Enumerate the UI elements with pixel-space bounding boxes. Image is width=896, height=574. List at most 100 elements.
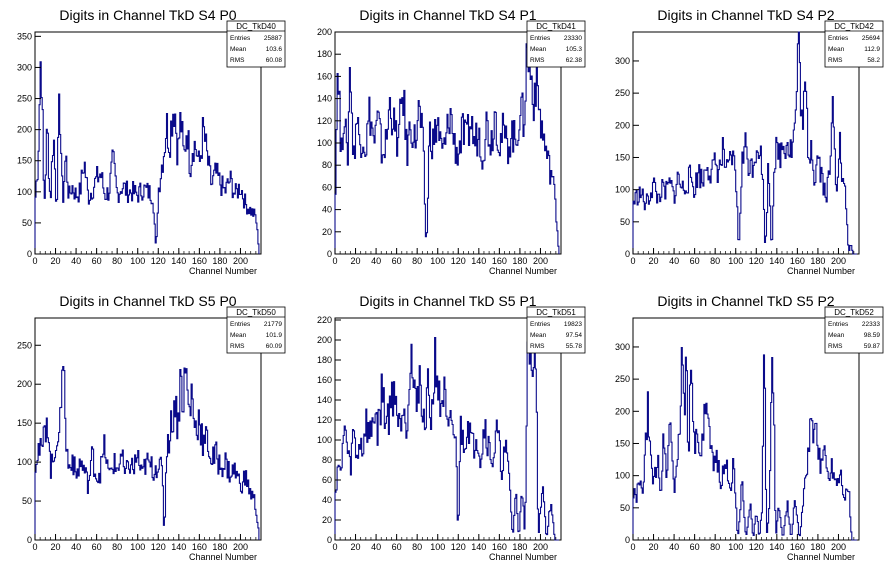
x-tick-label: 140 [471, 256, 486, 266]
y-tick-label: 60 [322, 182, 332, 192]
y-tick-label: 80 [322, 160, 332, 170]
x-axis-label: Channel Number [489, 552, 557, 562]
y-tick-label: 150 [615, 438, 630, 448]
x-tick-label: 120 [749, 256, 764, 266]
x-tick-label: 80 [412, 542, 422, 552]
x-tick-label: 40 [371, 542, 381, 552]
y-tick-label: 0 [625, 249, 630, 259]
chart-title: Digits in Channel TkD S4 P2 [657, 7, 834, 23]
stats-value: 97.54 [566, 332, 583, 339]
y-tick-label: 100 [317, 435, 332, 445]
y-tick-label: 140 [317, 395, 332, 405]
stats-value: 22333 [862, 321, 880, 328]
y-tick-label: 160 [317, 375, 332, 385]
stats-name: DC_TkD51 [536, 308, 576, 317]
histogram-line [632, 31, 857, 255]
y-tick-label: 180 [317, 49, 332, 59]
y-tick-label: 250 [615, 88, 630, 98]
histogram-panel-1: Digits in Channel TkD S4 P1 0 20 40 60 80 100 1… [317, 7, 586, 276]
stats-value: 25694 [862, 35, 880, 42]
y-tick-label: 300 [615, 56, 630, 66]
x-tick-label: 20 [351, 256, 361, 266]
y-tick-label: 150 [17, 418, 32, 428]
x-tick-label: 0 [32, 256, 37, 266]
y-tick-label: 140 [317, 94, 332, 104]
stats-value: 98.59 [864, 332, 881, 339]
x-tick-label: 100 [728, 256, 743, 266]
x-tick-label: 120 [451, 542, 466, 552]
x-tick-label: 60 [392, 542, 402, 552]
y-tick-label: 40 [322, 495, 332, 505]
stats-name: DC_TkD40 [236, 22, 276, 31]
stats-name: DC_TkD41 [536, 22, 576, 31]
x-tick-label: 140 [171, 542, 186, 552]
stats-value: 112.9 [864, 46, 880, 53]
stats-value: 103.6 [266, 46, 283, 53]
y-tick-label: 250 [17, 94, 32, 104]
stats-label: RMS [230, 343, 245, 350]
y-tick-label: 200 [615, 120, 630, 130]
chart-title: Digits in Channel TkD S4 P0 [59, 7, 236, 23]
x-tick-label: 120 [151, 256, 166, 266]
stats-label: Mean [230, 46, 247, 53]
y-tick-label: 80 [322, 455, 332, 465]
y-tick-label: 150 [615, 152, 630, 162]
y-tick-label: 200 [317, 27, 332, 37]
x-tick-label: 80 [710, 542, 720, 552]
chart-title: Digits in Channel TkD S5 P0 [59, 293, 236, 309]
x-tick-label: 20 [51, 256, 61, 266]
stats-label: Mean [230, 332, 247, 339]
x-tick-label: 160 [790, 256, 805, 266]
y-tick-label: 100 [615, 471, 630, 481]
x-tick-label: 0 [630, 542, 635, 552]
stats-box [824, 306, 884, 354]
x-tick-label: 200 [831, 256, 846, 266]
stats-label: Entries [828, 35, 849, 42]
y-tick-label: 0 [27, 249, 32, 259]
histogram-panel-2: Digits in Channel TkD S4 P2 0 20 40 60 80 100 1… [615, 7, 884, 276]
stats-label: Entries [530, 321, 551, 328]
stats-value: 62.38 [566, 57, 583, 64]
stats-box [824, 20, 884, 68]
y-tick-label: 0 [625, 535, 630, 545]
stats-value: 105.3 [566, 46, 583, 53]
y-tick-label: 50 [620, 503, 630, 513]
y-tick-label: 200 [17, 125, 32, 135]
stats-value: 55.78 [566, 343, 583, 350]
stats-label: Entries [230, 35, 251, 42]
x-tick-label: 40 [71, 256, 81, 266]
stats-value: 101.9 [266, 332, 283, 339]
x-tick-label: 100 [430, 542, 445, 552]
y-tick-label: 100 [317, 138, 332, 148]
x-tick-label: 160 [492, 256, 507, 266]
y-tick-label: 0 [327, 535, 332, 545]
chart-title: Digits in Channel TkD S5 P1 [359, 293, 536, 309]
histogram-panel-5: Digits in Channel TkD S5 P2 0 20 40 60 80 100 1… [615, 293, 884, 562]
x-tick-label: 100 [728, 542, 743, 552]
y-tick-label: 20 [322, 227, 332, 237]
stats-box [226, 20, 286, 68]
stats-name: DC_TkD52 [834, 308, 874, 317]
x-tick-label: 160 [492, 542, 507, 552]
stats-value: 21779 [264, 321, 282, 328]
y-tick-label: 350 [17, 31, 32, 41]
stats-label: Mean [828, 332, 845, 339]
x-tick-label: 200 [533, 542, 548, 552]
y-tick-label: 40 [322, 205, 332, 215]
x-axis-label: Channel Number [787, 552, 855, 562]
x-tick-label: 160 [192, 256, 207, 266]
stats-label: Mean [530, 332, 547, 339]
x-tick-label: 160 [192, 542, 207, 552]
x-tick-label: 20 [351, 542, 361, 552]
x-axis-label: Channel Number [787, 266, 855, 276]
x-tick-label: 80 [112, 542, 122, 552]
x-tick-label: 140 [769, 256, 784, 266]
x-tick-label: 100 [430, 256, 445, 266]
x-tick-label: 0 [32, 542, 37, 552]
stats-name: DC_TkD50 [236, 308, 276, 317]
stats-label: RMS [230, 57, 245, 64]
x-tick-label: 200 [831, 542, 846, 552]
y-tick-label: 160 [317, 71, 332, 81]
